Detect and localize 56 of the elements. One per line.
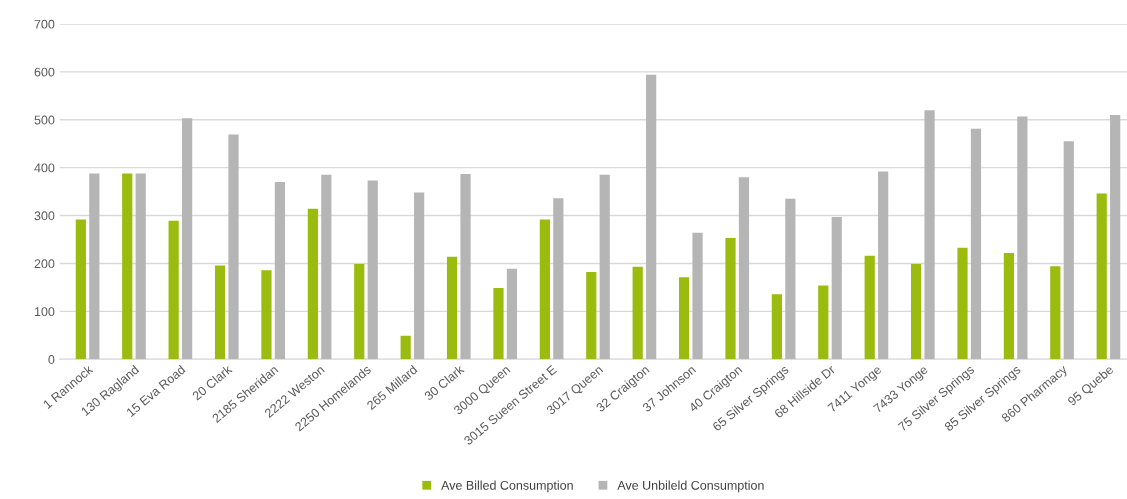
bar <box>354 263 365 360</box>
bar <box>75 219 86 360</box>
bar <box>586 272 597 360</box>
bar <box>878 171 889 360</box>
y-tick-label: 0 <box>48 355 55 364</box>
bar <box>738 177 750 360</box>
bar <box>446 256 458 360</box>
bar <box>864 255 875 360</box>
bar <box>599 174 610 360</box>
bar <box>400 335 411 360</box>
legend-label: Ave Billed Consumption <box>441 480 573 493</box>
bar <box>367 180 378 360</box>
bar <box>135 173 146 360</box>
bar <box>228 134 239 360</box>
bar <box>274 182 286 360</box>
bar <box>632 266 643 360</box>
bar <box>1096 193 1107 360</box>
y-tick-label: 300 <box>34 211 55 221</box>
bar <box>957 247 968 360</box>
bar <box>1003 252 1015 360</box>
bar <box>1063 141 1074 360</box>
bar <box>214 265 226 360</box>
bar <box>168 220 179 360</box>
y-tick-label: 700 <box>34 19 55 29</box>
bar <box>1050 266 1061 360</box>
bar <box>818 285 829 360</box>
bar <box>646 74 657 360</box>
bar <box>506 268 518 360</box>
legend-label: Ave Unbileld Consumption <box>617 480 764 493</box>
y-tick-label: 100 <box>34 307 55 317</box>
bar <box>692 232 703 360</box>
bar <box>553 198 564 360</box>
bar <box>89 173 100 360</box>
bar <box>910 263 922 360</box>
bar <box>321 174 332 360</box>
bar <box>771 294 782 360</box>
bar <box>182 118 193 360</box>
bar <box>539 219 550 360</box>
y-tick-label: 500 <box>34 115 55 125</box>
y-tick-label: 600 <box>34 67 55 77</box>
bar <box>414 192 425 360</box>
bar <box>307 208 318 360</box>
bar <box>261 270 272 360</box>
bar <box>785 198 796 360</box>
bar <box>725 238 736 360</box>
bar <box>924 110 935 360</box>
bar <box>831 217 842 360</box>
bar <box>122 173 133 360</box>
bar <box>493 287 504 360</box>
y-tick-label: 200 <box>34 259 55 269</box>
y-tick-label: 400 <box>34 163 55 173</box>
bar <box>1110 114 1121 360</box>
bar <box>970 128 982 360</box>
bar <box>460 173 471 360</box>
bar <box>1017 116 1028 360</box>
bar <box>678 277 690 360</box>
